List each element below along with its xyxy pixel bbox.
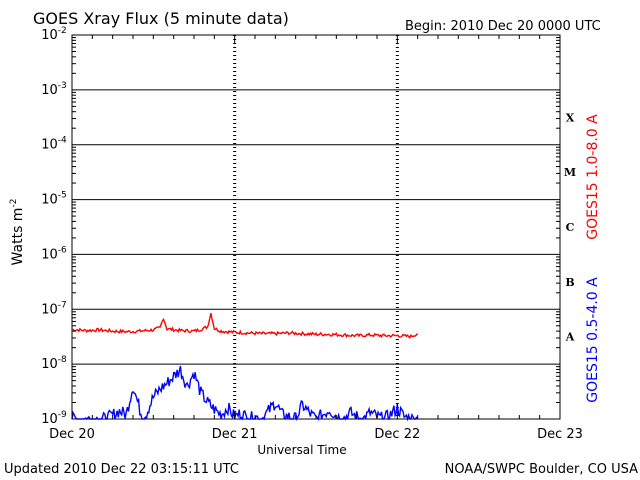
y-tick-label: 10-5 — [41, 191, 67, 208]
legend-entry: GOES15 0.5-4.0 A — [585, 277, 601, 403]
series-line-short-wavelength — [71, 365, 419, 422]
flare-class-label: M — [564, 166, 576, 179]
series-line-long-wavelength — [71, 313, 419, 339]
y-axis-label-exp: -2 — [9, 199, 19, 208]
series-legend: GOES15 1.0-8.0 A GOES15 0.5-4.0 A — [585, 114, 601, 403]
y-axis-label: Watts m-2 — [9, 199, 26, 266]
flare-class-label: C — [566, 221, 575, 234]
begin-label: Begin: 2010 Dec 20 0000 UTC — [405, 19, 601, 34]
flare-class-labels: X M C B A — [564, 111, 576, 343]
plot-frame — [71, 34, 561, 420]
series-layer — [71, 313, 419, 422]
x-tick-label: Dec 22 — [374, 427, 420, 442]
x-axis-ticks: Dec 20 Dec 21 Dec 22 Dec 23 — [49, 35, 583, 442]
footer-credit: NOAA/SWPC Boulder, CO USA — [445, 462, 638, 477]
legend-entry-label: GOES15 0.5-4.0 A — [585, 277, 601, 403]
x-tick-label: Dec 23 — [537, 427, 583, 442]
y-tick-label: 10-2 — [41, 26, 67, 43]
y-tick-label: 10-6 — [41, 245, 67, 262]
y-axis-ticks: 10-9 10-8 10-7 10-6 10-5 10-4 10-3 10-2 — [41, 26, 560, 427]
y-tick-label: 10-9 — [41, 410, 67, 427]
flare-class-label: A — [565, 331, 575, 344]
gridlines — [72, 34, 560, 420]
x-tick-label: Dec 21 — [212, 427, 258, 442]
x-axis-label: Universal Time — [257, 443, 346, 457]
y-axis-label-base: Watts m — [10, 208, 26, 266]
legend-entry-label: GOES15 1.0-8.0 A — [585, 114, 601, 240]
y-tick-label: 10-7 — [41, 300, 67, 317]
chart-title: GOES Xray Flux (5 minute data) — [33, 9, 289, 28]
y-tick-label: 10-3 — [41, 81, 67, 98]
flare-class-label: B — [565, 276, 574, 289]
legend-entry: GOES15 1.0-8.0 A — [585, 114, 601, 240]
y-tick-label: 10-8 — [41, 355, 67, 372]
footer-updated: Updated 2010 Dec 22 03:15:11 UTC — [4, 462, 239, 477]
y-tick-label: 10-4 — [41, 136, 67, 153]
flare-class-label: X — [566, 111, 575, 124]
svg-text:Watts m-2: Watts m-2 — [9, 199, 26, 266]
x-tick-label: Dec 20 — [49, 427, 95, 442]
